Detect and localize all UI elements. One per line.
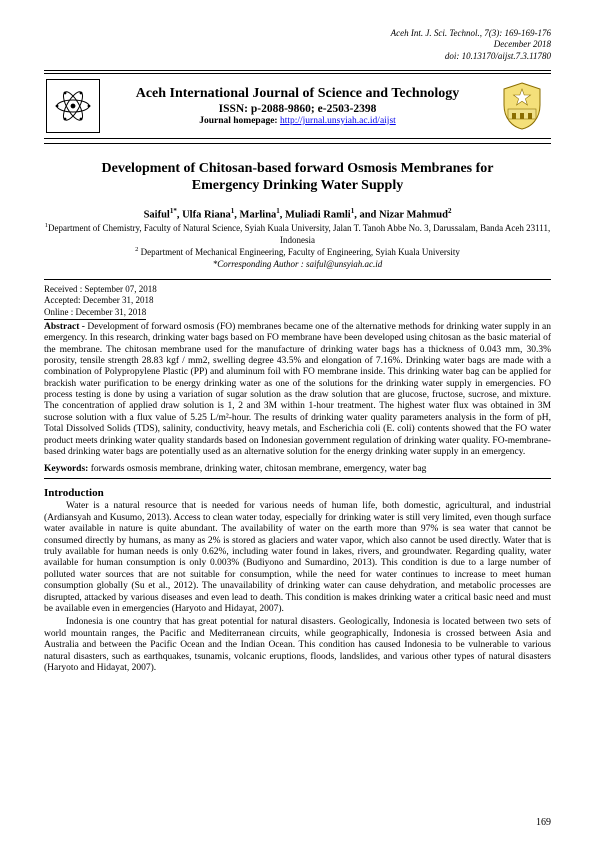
submission-dates: Received : September 07, 2018 Accepted: …	[44, 284, 551, 320]
rule-top-inner	[44, 73, 551, 74]
abstract-label: Abstract -	[44, 322, 87, 332]
doi: doi: 10.13170/aijst.7.3.11780	[44, 51, 551, 62]
date-online: Online : December 31, 2018	[44, 307, 146, 320]
header-meta: Aceh Int. J. Sci. Technol., 7(3): 169-16…	[44, 28, 551, 62]
authors: Saiful1*, Ulfa Riana1, Marlina1, Muliadi…	[44, 207, 551, 221]
date-received: Received : September 07, 2018	[44, 284, 157, 295]
journal-ref: Aceh Int. J. Sci. Technol., 7(3): 169-16…	[44, 28, 551, 39]
abstract: Abstract - Development of forward osmosi…	[44, 322, 551, 459]
journal-banner: Aceh International Journal of Science an…	[44, 75, 551, 137]
journal-title: Aceh International Journal of Science an…	[106, 86, 489, 102]
corresponding-author: *Corresponding Author : saiful@unsyiah.a…	[44, 259, 551, 269]
keywords-label: Keywords:	[44, 464, 91, 474]
intro-paragraph-1: Water is a natural resource that is need…	[44, 501, 551, 615]
rule-dates-top	[44, 279, 551, 280]
affiliation-1: 1Department of Chemistry, Faculty of Nat…	[44, 222, 551, 246]
university-crest-icon	[495, 79, 549, 133]
rule-bottom-inner	[44, 138, 551, 139]
keywords-text: forwards osmosis membrane, drinking wate…	[91, 464, 427, 474]
date-accepted: Accepted: December 31, 2018	[44, 295, 153, 306]
atom-icon	[46, 79, 100, 133]
homepage-link[interactable]: http://jurnal.unsyiah.ac.id/aijst	[280, 116, 396, 126]
homepage-label: Journal homepage:	[199, 116, 280, 126]
rule-abstract-bottom	[44, 478, 551, 479]
section-heading-introduction: Introduction	[44, 487, 551, 499]
abstract-text: Development of forward osmosis (FO) memb…	[44, 322, 551, 457]
intro-paragraph-2: Indonesia is one country that has great …	[44, 617, 551, 674]
page-number: 169	[536, 817, 551, 828]
journal-issn: ISSN: p-2088-9860; e-2503-2398	[106, 103, 489, 115]
affiliation-2: 2 Department of Mechanical Engineering, …	[44, 246, 551, 258]
banner-center: Aceh International Journal of Science an…	[100, 86, 495, 126]
keywords: Keywords: forwards osmosis membrane, dri…	[44, 464, 551, 474]
rule-top-outer	[44, 70, 551, 71]
journal-homepage: Journal homepage: http://jurnal.unsyiah.…	[106, 116, 489, 126]
article-title: Development of Chitosan-based forward Os…	[80, 160, 515, 195]
issue-date: December 2018	[44, 39, 551, 50]
rule-bottom-outer	[44, 143, 551, 144]
